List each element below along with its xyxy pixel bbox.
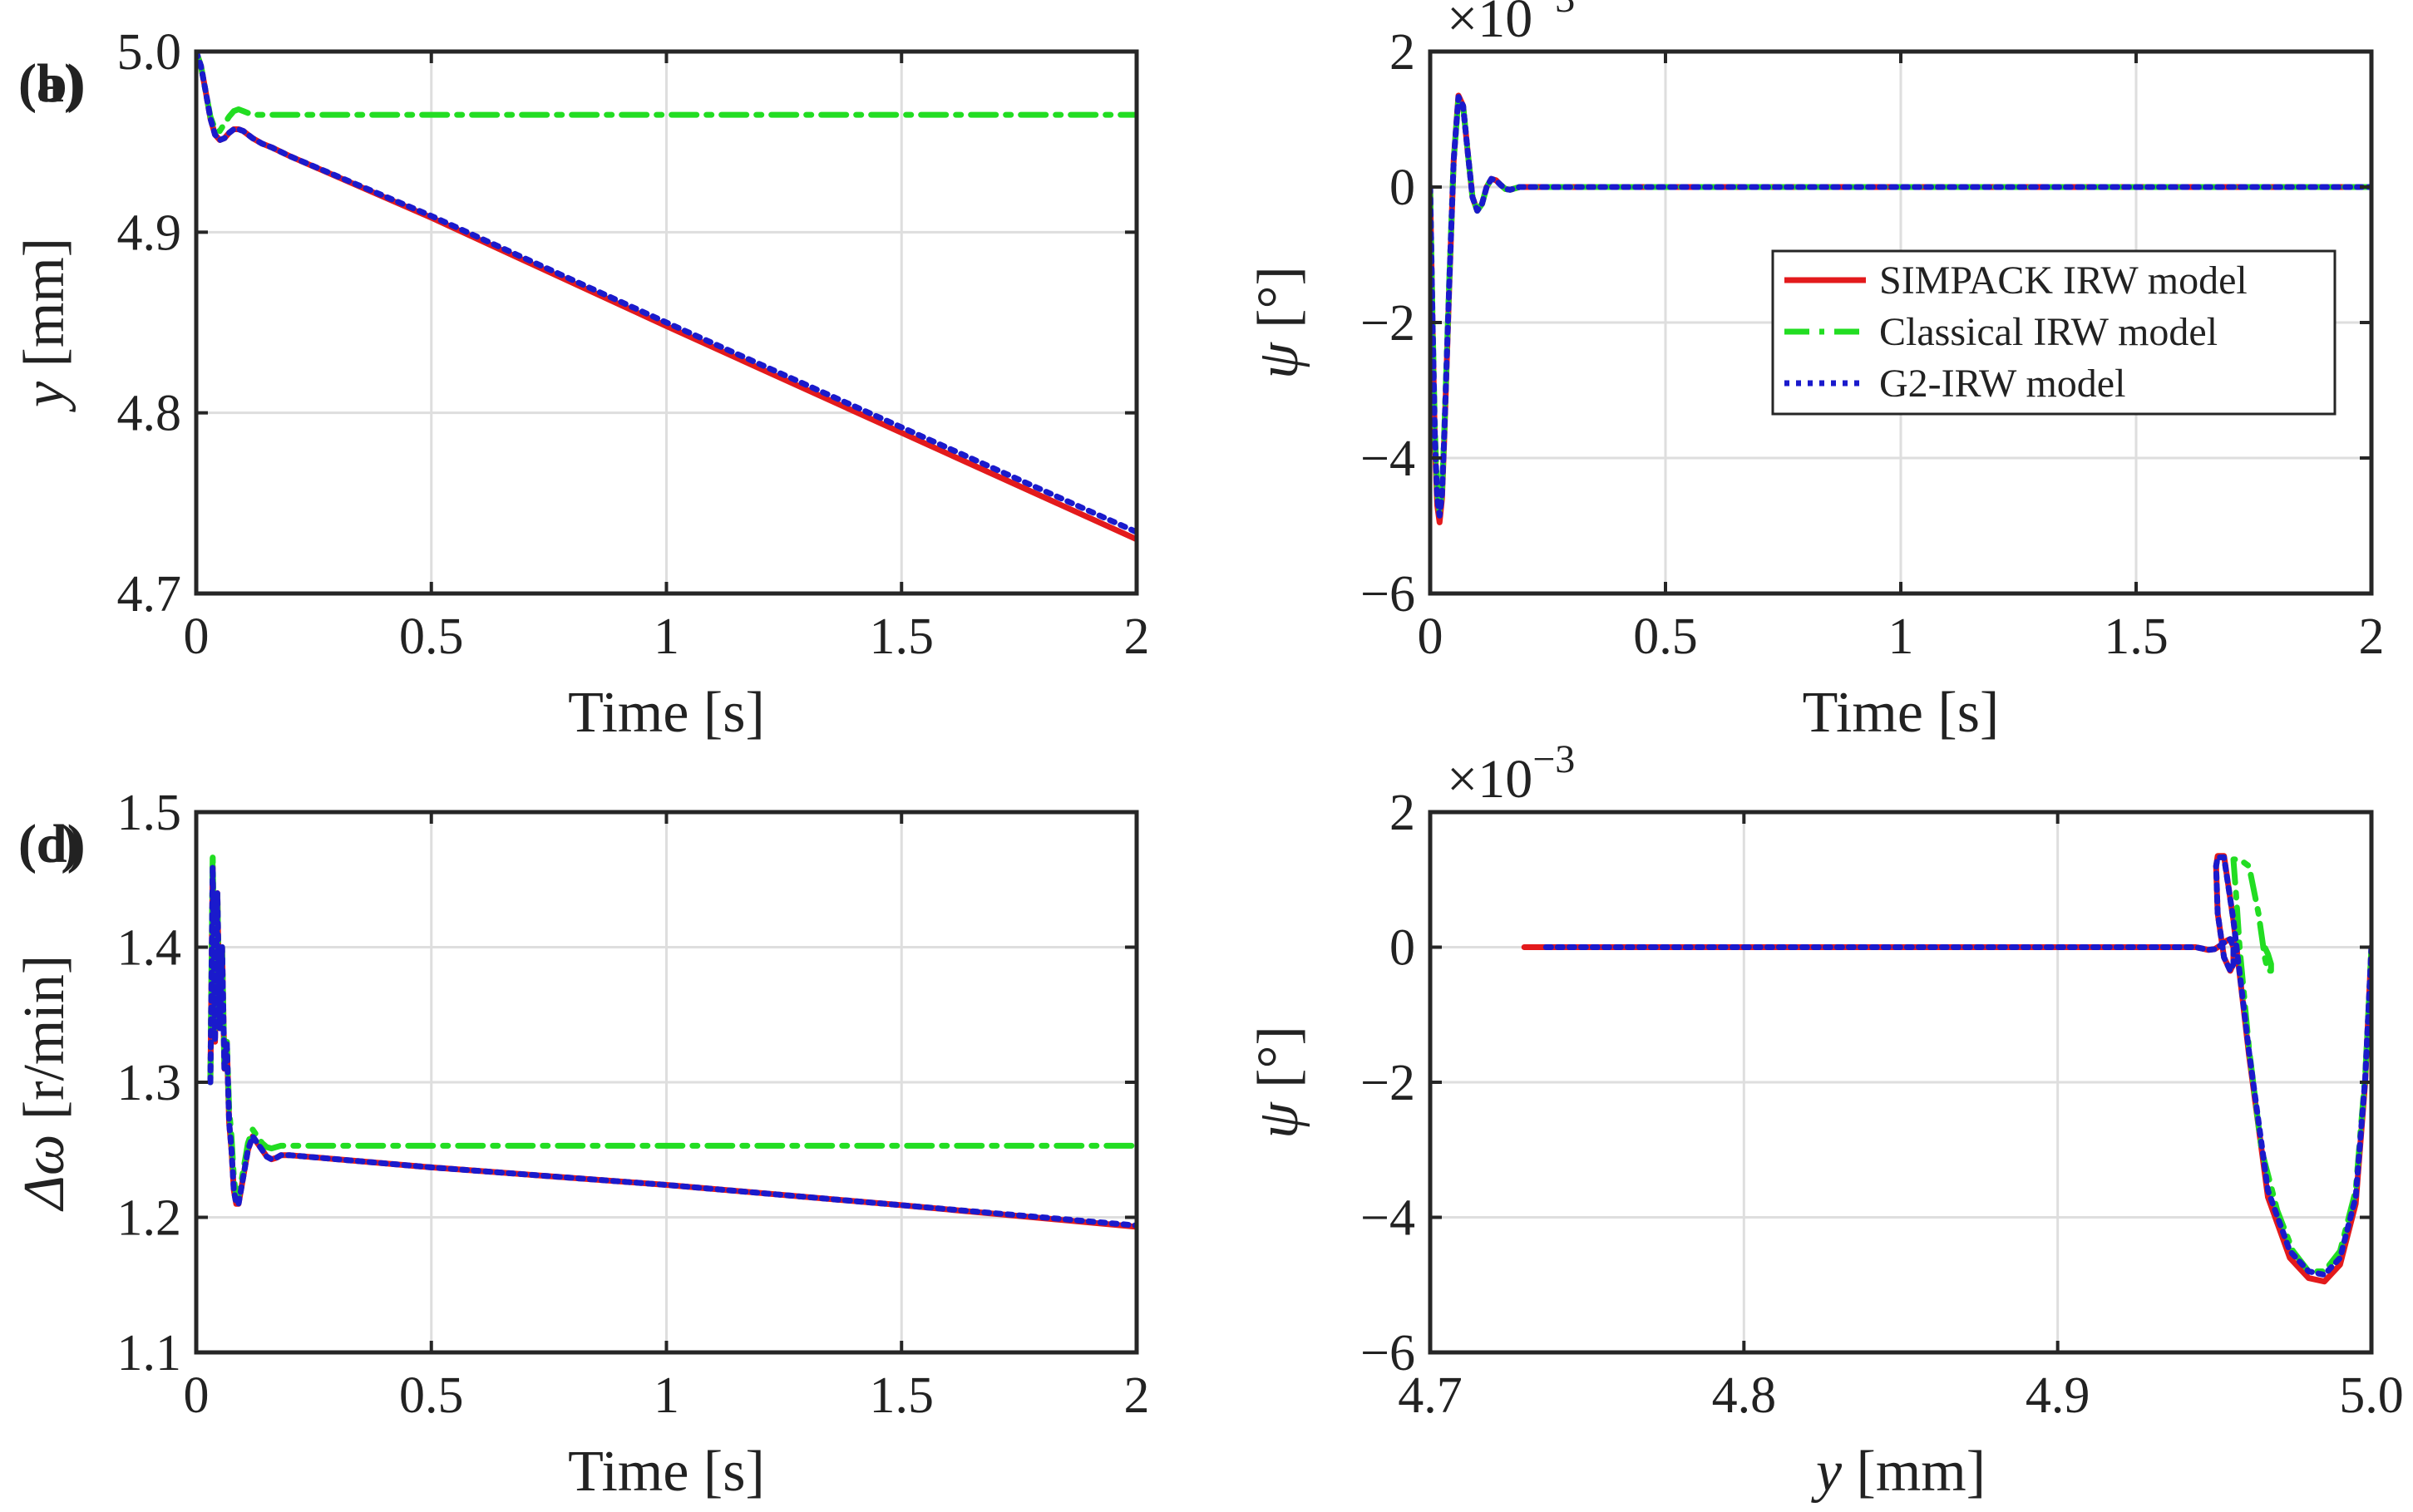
legend-label: SIMPACK IRW model — [1879, 259, 2248, 303]
y-axis-title: y [mm] — [12, 238, 76, 412]
y-tick-label: −6 — [1360, 1325, 1415, 1381]
x-tick-label: 1 — [654, 1367, 679, 1424]
x-tick-label: 0 — [1418, 608, 1443, 665]
x-axis-symbol: y — [1811, 1440, 1843, 1504]
legend-box — [1771, 249, 2337, 416]
y-tick-label: 0 — [1389, 920, 1415, 977]
y-axis-symbol: y — [12, 381, 76, 412]
x-tick-label: 1 — [1888, 608, 1914, 665]
series-group — [1430, 92, 2371, 525]
x-axis-title: Time [s] — [568, 681, 765, 745]
axis-exponent-power: −3 — [1532, 0, 1575, 21]
x-tick-label: 4.9 — [2026, 1367, 2090, 1424]
y-tick-label: 4.9 — [117, 204, 182, 261]
series-line-simpack-irw-model — [207, 863, 1137, 1230]
x-axis-title: Time [s] — [1803, 681, 2000, 745]
panel-d: 4.7 4.8 4.9 5.0 −6 −4 −2 0 2 y [mm] ψ [°] (d) ×10−3 — [18, 737, 2404, 1504]
legend-label: Classical IRW model — [1879, 310, 2218, 354]
y-tick-label: 2 — [1389, 785, 1415, 841]
y-axis-space — [1246, 328, 1310, 343]
x-tick-label: 1.5 — [870, 608, 935, 665]
axis-exponent: ×10−3 — [1447, 737, 1575, 810]
y-tick-label: 1.3 — [117, 1055, 182, 1111]
y-tick-label: −4 — [1360, 1190, 1415, 1247]
panel-label: (b) — [18, 53, 86, 114]
x-tick-label: 2 — [1124, 608, 1150, 665]
y-axis-space — [12, 1120, 76, 1135]
y-tick-label: 1.1 — [117, 1325, 182, 1381]
y-axis-title: ψ [°] — [1246, 266, 1310, 379]
x-axis-space — [1842, 1440, 1857, 1504]
series-group — [196, 52, 1137, 543]
y-tick-label: −4 — [1360, 431, 1415, 487]
y-axis-unit: [°] — [1246, 266, 1310, 328]
y-axis-unit: [r/min] — [12, 955, 76, 1120]
panel-c: 0 0.5 1 1.5 2 1.1 1.2 1.3 1.4 1.5 Time [s] Δω [r/mi… — [12, 785, 1150, 1504]
y-tick-label: 4.7 — [117, 566, 182, 623]
axis-exponent-power: −3 — [1532, 737, 1575, 781]
x-tick-label: 0.5 — [399, 1367, 464, 1424]
panel-b: 0 0.5 1 1.5 2 −6 −4 −2 0 2 Time [s] ψ [°] (b) ×10−3 SI… — [18, 0, 2385, 745]
y-tick-label: 1.5 — [117, 785, 182, 841]
y-axis-unit: [mm] — [12, 238, 76, 367]
legend: SIMPACK IRW model Classical IRW model G2-I… — [1771, 249, 2337, 416]
x-tick-label: 5.0 — [2339, 1367, 2404, 1424]
y-axis-title: Δω [r/min] — [12, 955, 76, 1212]
x-tick-label: 0 — [184, 1367, 210, 1424]
y-axis-symbol: ψ — [1246, 342, 1310, 379]
x-axis-title: Time [s] — [568, 1440, 765, 1504]
x-tick-label: 0.5 — [1633, 608, 1698, 665]
y-axis-symbol: Δω — [12, 1135, 76, 1213]
y-axis-title: ψ [°] — [1246, 1026, 1310, 1139]
x-tick-label: 2 — [1124, 1367, 1150, 1424]
x-tick-label: 1 — [654, 608, 679, 665]
y-tick-label: −2 — [1360, 1055, 1415, 1111]
y-axis-space — [12, 367, 76, 382]
y-tick-label: −6 — [1360, 566, 1415, 623]
y-tick-label: 2 — [1389, 24, 1415, 81]
x-tick-label: 4.7 — [1398, 1367, 1463, 1424]
panel-label: (c) — [18, 814, 79, 874]
y-axis-symbol: ψ — [1246, 1101, 1310, 1139]
series-group — [1521, 853, 2371, 1285]
x-tick-label: 2 — [2359, 608, 2385, 665]
series-line-classical-irw-model — [2230, 856, 2371, 1274]
series-line-g2-irw-model — [1537, 854, 2371, 1278]
y-tick-label: 0 — [1389, 160, 1415, 216]
series-line-g2-irw-model — [1430, 94, 2371, 519]
y-tick-label: −2 — [1360, 295, 1415, 352]
axis-exponent-base: ×10 — [1447, 0, 1532, 49]
axis-exponent: ×10−3 — [1447, 0, 1575, 49]
y-axis-unit: [°] — [1246, 1026, 1310, 1088]
x-tick-label: 1.5 — [870, 1367, 935, 1424]
series-line-g2-irw-model — [196, 52, 1137, 535]
series-group — [207, 850, 1137, 1230]
panel-a: 0 0.5 1 1.5 2 4.7 4.8 4.9 5.0 Time [s] y [mm] (a) — [12, 24, 1150, 745]
x-axis-unit: [mm] — [1857, 1440, 1986, 1504]
panel-label: (d) — [18, 814, 86, 874]
legend-label: G2-IRW model — [1879, 362, 2125, 406]
x-tick-label: 1.5 — [2104, 608, 2169, 665]
series-line-g2-irw-model — [207, 863, 1137, 1229]
y-tick-label: 4.8 — [117, 386, 182, 442]
y-tick-label: 1.4 — [117, 920, 182, 977]
x-tick-label: 0 — [184, 608, 210, 665]
y-axis-space — [1246, 1088, 1310, 1103]
x-tick-label: 0.5 — [399, 608, 464, 665]
axis-exponent-base: ×10 — [1447, 749, 1532, 810]
x-tick-label: 4.8 — [1712, 1367, 1777, 1424]
panel-label: (a) — [18, 53, 82, 114]
series-line-classical-irw-model — [207, 850, 1137, 1200]
y-tick-label: 5.0 — [117, 24, 182, 81]
y-tick-label: 1.2 — [117, 1190, 182, 1247]
x-axis-title: y [mm] — [1811, 1440, 1986, 1504]
